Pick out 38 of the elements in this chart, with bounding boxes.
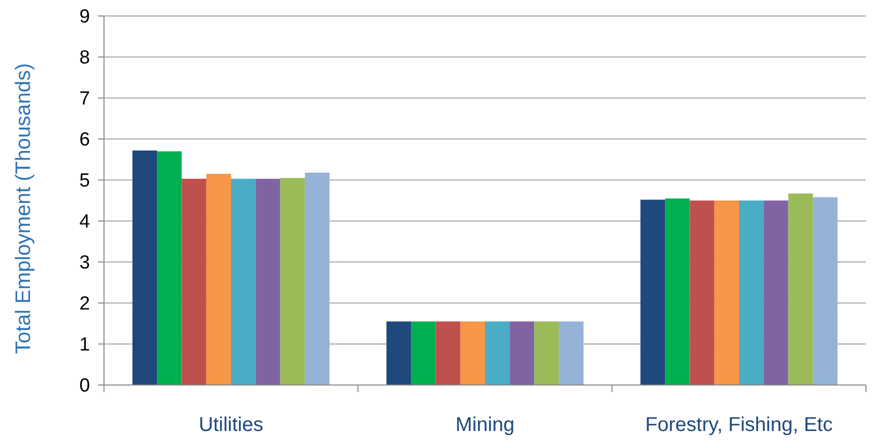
bar xyxy=(460,321,485,385)
bar xyxy=(510,321,534,385)
y-tick-label: 8 xyxy=(79,48,90,69)
y-tick-label: 6 xyxy=(79,130,90,151)
y-tick-label: 1 xyxy=(79,334,90,356)
bar xyxy=(304,172,330,385)
bar xyxy=(206,174,231,385)
x-tick-label: Forestry, Fishing, Etc xyxy=(645,414,833,436)
bar xyxy=(256,178,280,385)
bar xyxy=(280,178,305,385)
bar xyxy=(485,321,510,385)
bar xyxy=(764,200,788,385)
y-tick-label: 5 xyxy=(79,170,90,192)
bar xyxy=(558,321,584,385)
bar xyxy=(739,200,764,385)
x-tick-label: Mining xyxy=(456,414,514,436)
bar xyxy=(132,150,158,385)
bar xyxy=(788,194,813,385)
bar xyxy=(812,197,838,385)
x-tick-label: Utilities xyxy=(198,414,264,436)
bar xyxy=(665,198,690,385)
y-axis-title: Total Employment (Thousands) xyxy=(12,63,35,354)
bar xyxy=(690,200,714,385)
bar xyxy=(534,321,559,385)
y-tick-label: 9 xyxy=(79,6,90,28)
bar xyxy=(386,321,412,385)
bar xyxy=(231,178,256,385)
bar xyxy=(436,321,460,385)
y-tick-label: 3 xyxy=(79,252,90,274)
y-tick-label: 4 xyxy=(79,212,90,233)
bar xyxy=(157,151,182,385)
y-tick-label: 0 xyxy=(79,376,90,397)
bar xyxy=(714,200,739,385)
bar xyxy=(182,178,206,385)
y-tick-label: 7 xyxy=(79,88,90,110)
bar xyxy=(411,321,436,385)
y-tick-label: 2 xyxy=(79,294,90,315)
bar xyxy=(640,200,666,385)
